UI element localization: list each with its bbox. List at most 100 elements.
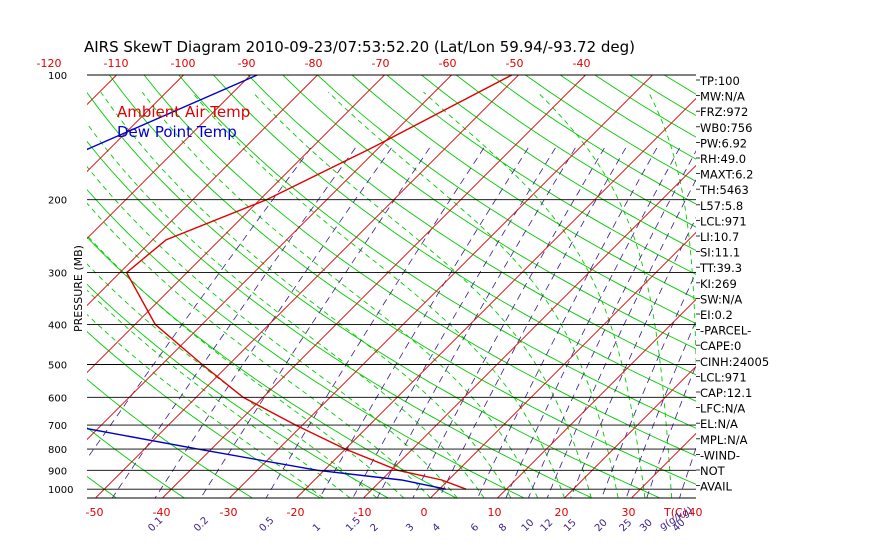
index-label: NOT [700,464,726,478]
index-label: TH:5463 [699,183,749,197]
top-temp-tick-label: -60 [439,57,457,70]
mixing-ratio-tick-label: 15 [562,517,579,534]
pressure-tick-label: 900 [48,466,67,477]
isotherm-line [87,75,117,106]
top-temp-tick-label: -70 [372,57,390,70]
moist-adiabat-line [87,165,458,498]
moist-adiabat-line [87,122,485,498]
isotherm-line [95,75,519,498]
bottom-temp-tick-label: 0 [421,506,428,519]
mixing-ratio-tick-label: 25 [618,517,635,534]
legend-dew-point-temp: Dew Point Temp [117,123,237,141]
dry-adiabat-line [803,75,870,498]
moist-adiabat-line [100,91,512,498]
dry-adiabat-line [768,75,870,498]
dry-adiabat-line [87,475,117,498]
bottom-temp-tick-label: 10 [488,506,502,519]
top-temp-tick-label: -120 [37,57,62,70]
index-label: -PARCEL- [700,324,751,338]
bottom-temp-tick-label: 40 [689,506,703,519]
mixing-ratio-line [352,147,556,498]
moist-adiabat-line [141,91,539,498]
bottom-temp-tick-label: -20 [287,506,305,519]
top-temp-tick-label: -40 [573,57,591,70]
pressure-tick-label: 600 [48,393,67,404]
index-label: LCL:971 [700,370,747,384]
pressure-tick-label: 300 [48,269,67,280]
y-axis-label: PRESSURE (MB) [72,245,85,332]
mixing-ratio-tick-label: 20 [593,517,610,534]
mixing-ratio-line [111,147,356,498]
isotherm-line [497,298,696,498]
mixing-ratio-line [87,147,312,460]
chart-title: AIRS SkewT Diagram 2010-09-23/07:53:52.2… [84,38,635,56]
top-temp-tick-label: -50 [506,57,524,70]
pressure-tick-label: 400 [48,320,67,331]
dry-adiabat-line [143,75,696,457]
index-label: LFC:N/A [700,402,745,416]
dry-adiabat-line [87,188,525,498]
isotherm-line [87,75,452,441]
isotherm-line [363,164,696,498]
dry-adiabat-line [247,75,696,376]
index-label: KI:269 [700,277,737,291]
top-temp-tick-label: -80 [305,57,323,70]
moist-adiabat-line [327,91,619,498]
dry-adiabat-line [87,91,661,498]
pressure-tick-label: 700 [48,421,67,432]
index-label: LI:10.7 [700,230,739,244]
mixing-ratio-tick-label: 12 [539,517,556,534]
isotherm-line [229,75,653,498]
dry-adiabat-line [734,75,870,498]
mixing-ratio-tick-label: 4 [431,522,443,534]
index-label: TT:39.3 [699,261,742,275]
dry-adiabat-line [87,426,185,498]
dry-adiabat-line [421,75,696,252]
index-label: SI:11.1 [700,246,740,260]
index-label: PW:6.92 [700,136,747,150]
mixing-ratio-tick-label: 8 [497,522,509,534]
pressure-tick-label: 800 [48,445,67,456]
index-label: L57:5.8 [700,199,743,213]
index-label: MPL:N/A [700,433,748,447]
isotherm-line [564,365,696,498]
mixing-ratio-line [438,147,627,498]
bottom-temp-tick-label: -10 [354,506,372,519]
dry-adiabat-line [455,75,696,228]
moist-adiabat-line [191,91,565,498]
index-label: CAPE:0 [700,339,741,353]
dry-adiabat-line [386,75,696,275]
top-temp-tick-label: -100 [171,57,196,70]
index-label: FRZ:972 [700,105,748,119]
index-label: EI:0.2 [700,308,733,322]
moist-adiabat-line [87,234,405,498]
mixing-ratio-tick-label: 6 [469,522,481,534]
dry-adiabat-line [0,75,49,498]
pressure-tick-label: 500 [48,361,67,372]
dry-adiabat-line [178,75,696,429]
mixing-ratio-line [477,147,658,498]
pressure-tick-label: 100 [48,71,67,82]
dry-adiabat-line [838,75,870,498]
bottom-temp-tick-label: 20 [555,506,569,519]
dry-adiabat-line [629,75,696,117]
mixing-ratio-line [154,147,392,498]
mixing-ratio-tick-label: 1 [311,522,323,534]
isotherm-line [430,231,696,498]
dry-adiabat-line [87,140,593,498]
isotherm-line [87,75,251,240]
temp-unit-label: T(C) [663,506,687,519]
isotherm-line [766,75,870,498]
index-label: AVAIL [700,480,733,494]
dry-adiabat-line [317,75,696,325]
moist-adiabat-line [648,91,696,381]
index-label: -WIND- [700,448,740,462]
mixing-ratio-tick-label: 0.2 [192,515,211,534]
index-label: TP:100 [699,74,740,88]
dry-adiabat-line [351,75,696,300]
index-label: LCL:971 [700,214,747,228]
moist-adiabat-line [87,202,431,498]
isotherm-line [296,97,696,498]
pressure-tick-label: 200 [48,196,67,207]
bottom-temp-tick-label: 30 [622,506,636,519]
